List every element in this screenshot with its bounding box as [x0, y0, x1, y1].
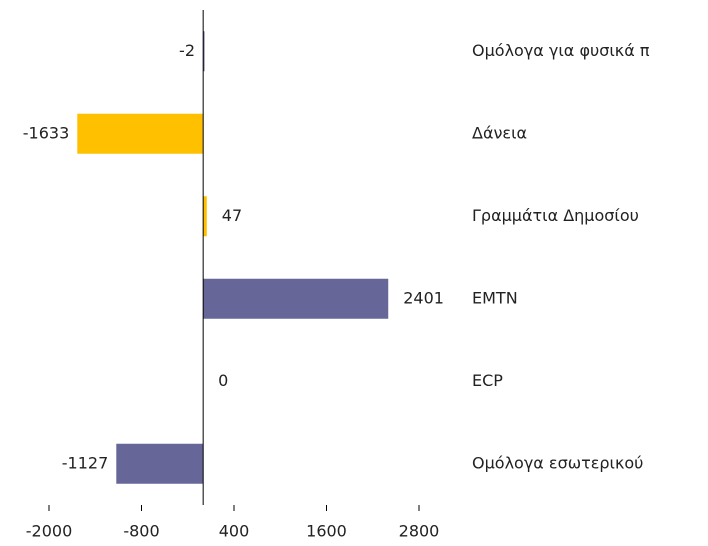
bar [77, 113, 204, 154]
bar [203, 196, 207, 237]
value-label: -2 [179, 41, 195, 60]
category-label: ECP [472, 371, 503, 390]
category-label: Δάνεια [472, 123, 527, 142]
value-label: 0 [218, 371, 228, 390]
x-tick-label: -2000 [26, 522, 73, 541]
bar [203, 31, 205, 72]
x-tick-label: -800 [123, 522, 159, 541]
value-label: -1633 [23, 123, 70, 142]
category-label: Ομόλογα εσωτερικού [472, 453, 643, 472]
x-tick-label: 2800 [399, 522, 440, 541]
category-label: Γραμμάτια Δημοσίου [472, 206, 639, 225]
x-tick-label: 400 [219, 522, 250, 541]
value-label: 47 [222, 206, 242, 225]
category-label: EMTN [472, 288, 518, 307]
value-label: -1127 [62, 453, 109, 472]
category-label: Ομόλογα για φυσικά π [472, 41, 650, 60]
x-tick-label: 1600 [306, 522, 347, 541]
bar [116, 443, 204, 484]
value-label: 2401 [403, 288, 444, 307]
bar [203, 278, 389, 319]
